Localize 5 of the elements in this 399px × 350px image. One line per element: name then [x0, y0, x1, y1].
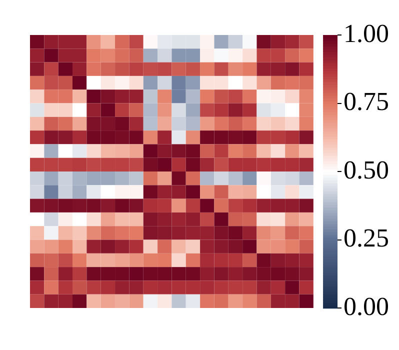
- color-bar-label: 0.25: [344, 224, 389, 253]
- color-bar-label: 0.00: [344, 292, 389, 321]
- color-bar-label: 0.75: [344, 87, 389, 116]
- color-bar-label: 1.00: [344, 18, 389, 48]
- color-bar-label: 0.50: [344, 155, 389, 184]
